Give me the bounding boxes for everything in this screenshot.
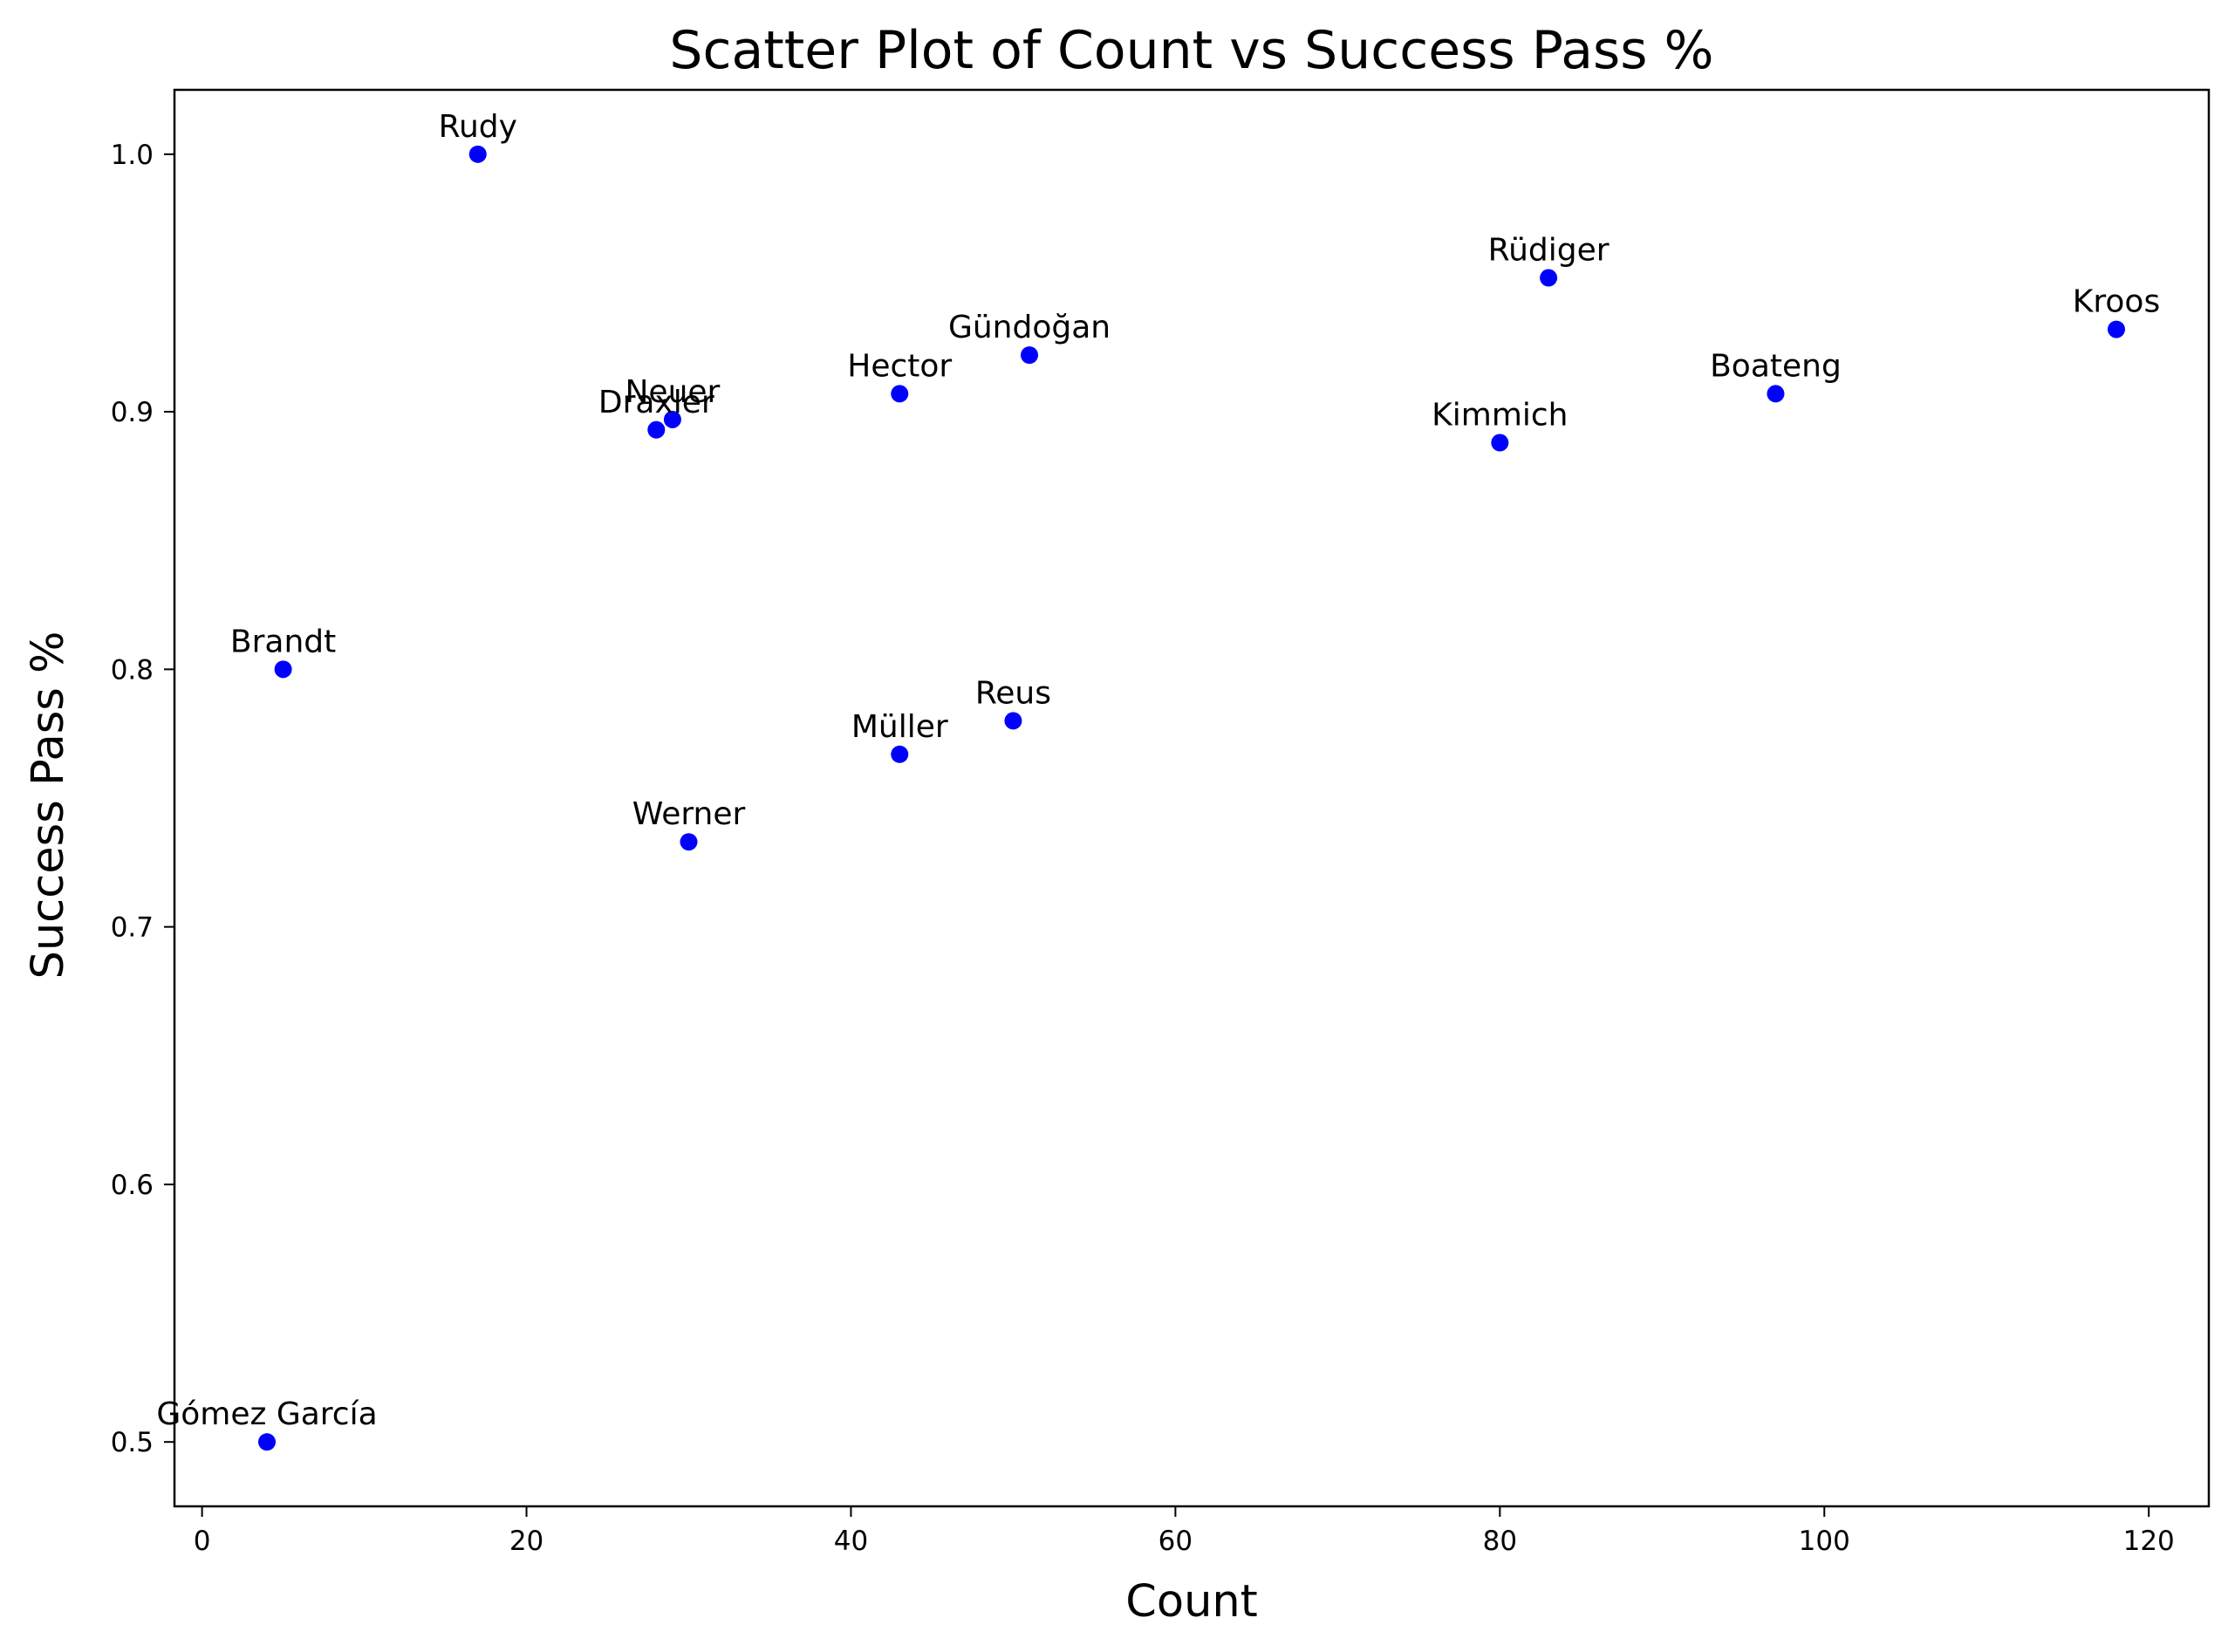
data-point-label: Boateng (1710, 348, 1842, 384)
data-point-label: Rüdiger (1488, 233, 1609, 269)
data-point (468, 145, 487, 163)
data-point-label: Reus (975, 675, 1051, 711)
y-tick-label: 1.0 (111, 140, 154, 171)
x-axis-label: Count (1125, 1576, 1257, 1628)
data-point (891, 385, 909, 403)
data-point-label: Neuer (625, 374, 720, 410)
data-point (663, 410, 681, 428)
y-tick-label: 0.5 (111, 1427, 154, 1458)
data-point (1021, 346, 1039, 365)
x-tick-label: 0 (194, 1526, 211, 1557)
data-point-label: Werner (632, 796, 746, 832)
data-point-label: Müller (851, 709, 948, 745)
x-tick-label: 40 (834, 1526, 868, 1557)
y-axis-ticks: 0.5 0.6 0.7 0.8 0.9 1.0 (111, 140, 174, 1458)
data-point-label: Rudy (439, 109, 517, 145)
x-tick-label: 120 (2123, 1526, 2175, 1557)
data-point (1004, 712, 1022, 730)
y-axis-label: Success Pass % (23, 631, 74, 979)
data-point (1491, 433, 1509, 452)
data-point-label: Kimmich (1432, 398, 1568, 433)
data-points (258, 145, 2125, 1451)
data-point (2108, 320, 2125, 338)
y-tick-label: 0.8 (111, 654, 154, 686)
data-point-label: Gündoğan (948, 310, 1111, 345)
data-point-label: Hector (847, 348, 952, 384)
data-point (258, 1433, 276, 1451)
x-tick-label: 80 (1483, 1526, 1517, 1557)
y-tick-label: 0.9 (111, 397, 154, 428)
data-point (891, 745, 909, 763)
x-tick-label: 20 (509, 1526, 543, 1557)
x-axis-ticks: 0 20 40 60 80 100 120 (194, 1506, 2175, 1557)
data-point (274, 660, 292, 679)
plot-frame (173, 88, 2211, 1508)
data-point (680, 833, 698, 851)
plot-area (173, 88, 2211, 1508)
data-point-label: Draxler (598, 385, 714, 420)
data-point (1540, 269, 1558, 287)
data-point-label: Kroos (2073, 284, 2160, 320)
x-tick-label: 100 (1799, 1526, 1850, 1557)
data-point-label: Brandt (230, 624, 336, 659)
data-point (647, 420, 666, 439)
y-tick-label: 0.6 (111, 1170, 154, 1201)
x-tick-label: 60 (1158, 1526, 1193, 1557)
y-tick-label: 0.7 (111, 912, 154, 944)
chart-title: Scatter Plot of Count vs Success Pass % (669, 20, 1713, 81)
data-point-label: Gómez García (156, 1396, 377, 1432)
data-point (1767, 385, 1785, 403)
